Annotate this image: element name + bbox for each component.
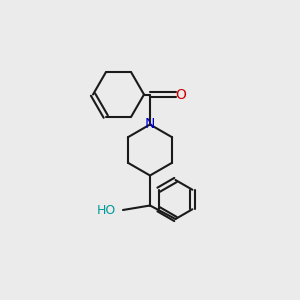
Text: HO: HO (96, 203, 116, 217)
Text: N: N (145, 118, 155, 131)
Text: O: O (176, 88, 186, 101)
